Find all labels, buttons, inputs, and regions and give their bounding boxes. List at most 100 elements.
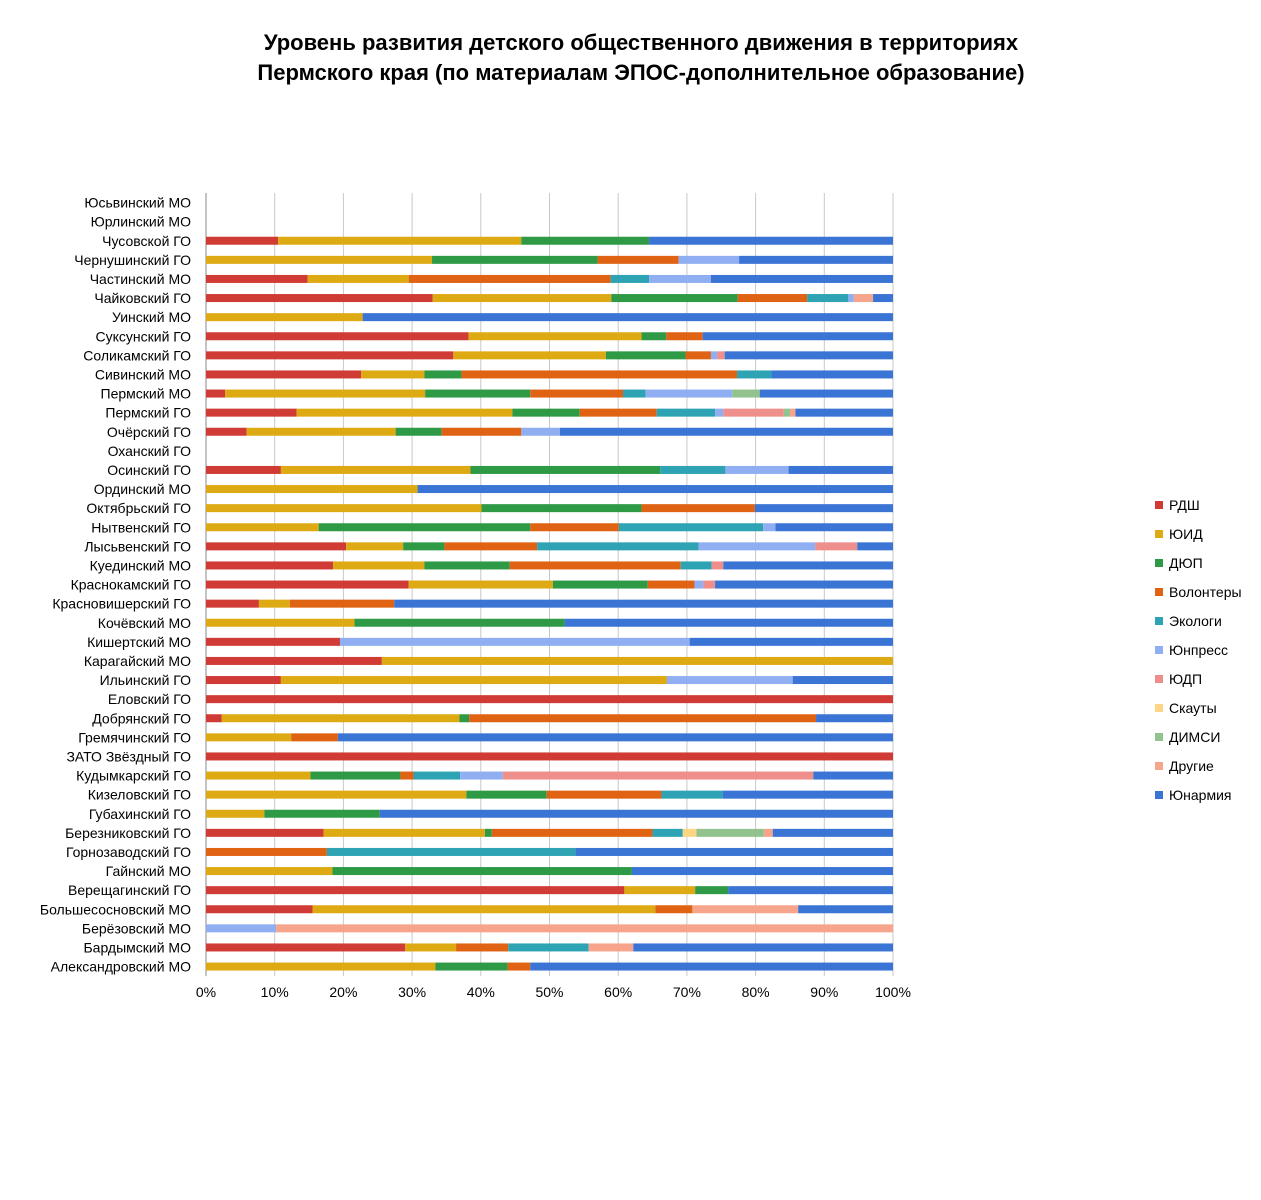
bar-segment — [206, 847, 327, 856]
bar-segment — [318, 523, 531, 532]
bar-segment — [633, 943, 893, 952]
bar-segment — [537, 542, 699, 551]
bar-segment — [206, 504, 482, 513]
bar-segment — [689, 637, 893, 646]
category-label: Гайнский МО — [106, 863, 191, 879]
bar-segment — [723, 408, 784, 417]
bar-segment — [361, 370, 425, 379]
bar-segment — [432, 294, 612, 303]
bar-segment — [206, 637, 340, 646]
bar-segment — [649, 236, 893, 245]
bar-segment — [206, 389, 226, 398]
category-label: Большесосновский МО — [40, 901, 191, 917]
legend-swatch — [1155, 733, 1163, 741]
bar-segment — [291, 733, 338, 742]
bar-segment — [206, 656, 382, 665]
category-label: Еловский ГО — [108, 691, 191, 707]
bar-segment — [724, 351, 893, 360]
bar-segment — [666, 332, 703, 341]
bar-segment — [725, 465, 789, 474]
bar-segment — [206, 313, 363, 322]
category-label: Горнозаводский ГО — [66, 844, 191, 860]
bar-segment — [789, 408, 796, 417]
legend-label: Юнпресс — [1169, 642, 1228, 658]
bar-segment — [816, 714, 893, 723]
bar-segment — [206, 886, 625, 895]
bar-segment — [307, 274, 409, 283]
chart-title-line-2: Пермского края (по материалам ЭПОС-допол… — [257, 60, 1024, 85]
legend-label: ЮДП — [1169, 671, 1202, 687]
bar-segment — [424, 561, 510, 570]
bar-segment — [312, 905, 656, 914]
x-tick-label: 40% — [467, 984, 495, 1000]
bar-segment — [647, 580, 695, 589]
bar-segment — [221, 714, 460, 723]
bar-segment — [432, 255, 598, 264]
category-label: Чусовской ГО — [102, 233, 191, 249]
bar-segment — [346, 542, 404, 551]
bar-segment — [660, 465, 726, 474]
bar-segment — [278, 236, 522, 245]
bar-segment — [280, 465, 471, 474]
bar-segment — [680, 561, 712, 570]
category-label: Ильинский ГО — [100, 672, 192, 688]
bar-segment — [206, 905, 313, 914]
bar-segment — [771, 370, 893, 379]
bar-segment — [652, 828, 683, 837]
bar-segment — [579, 408, 657, 417]
bar-segment — [710, 351, 718, 360]
bar-segment — [459, 714, 470, 723]
bar-segment — [206, 274, 308, 283]
bar-segment — [206, 962, 436, 971]
category-label: Осинский ГО — [107, 462, 191, 478]
bar-segment — [206, 294, 433, 303]
category-label: Уинский МО — [112, 309, 191, 325]
category-label: Нытвенский ГО — [91, 519, 191, 535]
bar-segment — [666, 676, 793, 685]
legend-swatch — [1155, 646, 1163, 654]
bar-segment — [206, 809, 265, 818]
bar-segment — [710, 274, 893, 283]
bar-segment — [564, 618, 893, 627]
legend-label: Волонтеры — [1169, 584, 1242, 600]
x-tick-label: 10% — [261, 984, 289, 1000]
x-tick-label: 20% — [329, 984, 357, 1000]
legend-label: ЮИД — [1169, 526, 1203, 542]
bar-segment — [611, 294, 738, 303]
legend-label: Юнармия — [1169, 787, 1231, 803]
x-tick-label: 100% — [875, 984, 911, 1000]
category-label: Юсьвинский МО — [84, 195, 191, 211]
bar-segment — [408, 580, 553, 589]
chart-title: Уровень развития детского общественного … — [257, 30, 1024, 85]
bar-segment — [723, 561, 893, 570]
category-label: Добрянский ГО — [92, 710, 191, 726]
bar-segment — [624, 886, 696, 895]
bar-segment — [618, 523, 764, 532]
bar-segment — [655, 905, 693, 914]
bar-segment — [206, 332, 469, 341]
bar-segment — [597, 255, 679, 264]
category-label: Кизеловский ГО — [88, 787, 191, 803]
category-label: Кочёвский МО — [98, 615, 191, 631]
bar-segment — [435, 962, 508, 971]
bar-segment — [206, 255, 433, 264]
bar-segment — [206, 790, 467, 799]
bar-segment — [206, 618, 355, 627]
bar-segment — [206, 752, 893, 761]
bar-segment — [792, 676, 893, 685]
bar-segment — [206, 943, 406, 952]
bar-segment — [737, 370, 772, 379]
category-label: Александровский МО — [51, 959, 191, 975]
legend-label: РДШ — [1169, 497, 1200, 513]
plot-area — [206, 236, 894, 971]
bar-segment — [408, 274, 611, 283]
category-label: Краснокамский ГО — [71, 577, 192, 593]
bar-segment — [692, 905, 799, 914]
category-label: Красновишерский ГО — [52, 596, 191, 612]
bar-segment — [763, 828, 773, 837]
bar-segment — [333, 561, 425, 570]
legend-swatch — [1155, 559, 1163, 567]
bar-segment — [469, 714, 817, 723]
bar-segment — [206, 542, 347, 551]
bar-segment — [715, 580, 893, 589]
